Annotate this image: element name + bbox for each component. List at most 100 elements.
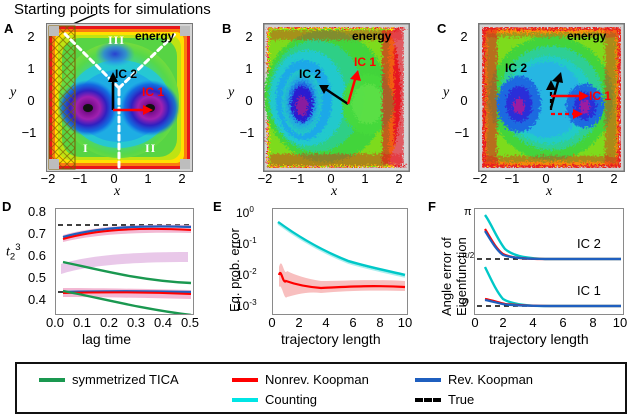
panel-d-xtick-03: 0.3	[126, 315, 146, 330]
panel-c-xtick-2: 2	[610, 171, 618, 186]
panel-d-ylabel-t: t	[6, 244, 10, 260]
panel-a-xtick-1: 1	[144, 171, 152, 186]
panel-a-ylabel: y	[10, 85, 17, 100]
panel-a-ic1-arrow	[113, 105, 153, 115]
panel-e-xtick-4: 4	[322, 315, 330, 330]
panel-b-xtick-neg1: −1	[289, 171, 305, 186]
panel-c-ytick-neg1: −1	[454, 125, 470, 140]
panel-b-xlabel: x	[331, 184, 338, 199]
panel-c-xtick-neg2: −2	[472, 171, 488, 186]
panel-e-ytick-0-exp: 0	[249, 205, 254, 214]
legend-entry-counting: Counting	[232, 393, 317, 406]
legend-entry-rev-koopman: Rev. Koopman	[415, 373, 533, 386]
panel-e-xtick-10: 10	[397, 315, 413, 330]
panel-d-ytick-07: 0.7	[27, 226, 47, 241]
panel-c-ytick-2: 2	[460, 29, 468, 44]
panel-d-symmetrized-tica-t2	[62, 260, 192, 285]
panel-c-ylabel: y	[443, 85, 450, 100]
panel-letter-c: C	[437, 21, 447, 36]
panel-c-energy-label: energy	[567, 29, 607, 43]
panel-f-xtick-2: 2	[499, 315, 507, 330]
panel-e-ytick-3: 10-3	[236, 298, 257, 313]
panel-e-nonrev-band	[279, 263, 405, 298]
panel-d-ylabel: t23	[6, 243, 20, 262]
panel-b-ic2-arrow	[319, 85, 349, 105]
panel-a-ytick-0: 0	[27, 93, 35, 108]
panel-letter-a: A	[4, 21, 14, 36]
panel-c-ic1-arrow-solid	[551, 91, 589, 101]
panel-c-plot: energy IC 2 IC 1	[478, 23, 625, 172]
panel-a-ytick-neg1: −1	[21, 125, 37, 140]
panel-d-xtick-05: 0.5	[180, 315, 200, 330]
panel-d-symmetrized-tica-t3	[62, 289, 192, 314]
panel-f-ic1-label: IC 1	[577, 283, 601, 298]
legend-swatch-true	[415, 397, 441, 402]
panel-a-xlabel: x	[114, 184, 121, 199]
panel-a-ic2-label: IC 2	[115, 67, 138, 81]
panel-a-well-ii-label: II	[145, 141, 157, 155]
panel-f-ytick-pi: π	[464, 206, 472, 218]
panel-d-xtick-00: 0.0	[45, 315, 65, 330]
panel-b-ic1-label: IC 1	[354, 55, 377, 69]
panel-c-xtick-neg1: −1	[504, 171, 520, 186]
panel-d-rev-koopman-t2	[62, 225, 192, 239]
panel-e-nonrev-koopman-line	[277, 272, 406, 290]
figure-legend: symmetrized TICA Nonrev. Koopman Rev. Ko…	[15, 362, 627, 414]
panel-e-xtick-2: 2	[295, 315, 303, 330]
panel-b-ytick-neg1: −1	[239, 125, 255, 140]
panel-e-ytick-1-exp: -1	[249, 236, 257, 245]
panel-e-ytick-1: 10-1	[236, 236, 257, 250]
panel-f-rev-koopman-ic2	[484, 230, 621, 261]
panel-b-xtick-1: 1	[361, 171, 369, 186]
panel-e-counting-line	[277, 220, 406, 277]
panel-f-xtick-6: 6	[559, 315, 567, 330]
panel-f-ytick-halfpi: π/2	[462, 251, 475, 260]
legend-label-true: True	[448, 392, 475, 407]
panel-letter-f: F	[428, 199, 436, 214]
figure-suptitle: Starting points for simulations	[14, 1, 211, 18]
panel-d-ylabel-sub: 2	[9, 251, 16, 263]
panel-d-ytick-06: 0.6	[27, 248, 47, 263]
legend-label-counting: Counting	[265, 392, 318, 407]
panel-d-plot	[55, 208, 194, 315]
panel-a-energy-contour	[47, 24, 192, 171]
panel-letter-b: B	[222, 21, 232, 36]
panel-b-sampling-histogram	[264, 24, 409, 171]
panel-f-ic2-label: IC 2	[577, 236, 601, 251]
panel-b-ic2-label: IC 2	[299, 67, 322, 81]
panel-letter-d: D	[2, 199, 12, 214]
panel-b-xtick-0: 0	[327, 171, 335, 186]
panel-a-well-iii-label: III	[108, 33, 126, 47]
panel-c-xtick-0: 0	[542, 171, 550, 186]
panel-e-plot	[272, 208, 408, 315]
panel-f-xtick-10: 10	[612, 315, 628, 330]
panel-a-xtick-neg1: −1	[72, 171, 88, 186]
legend-label-rev-koopman: Rev. Koopman	[448, 372, 534, 387]
panel-f-rev-koopman-ic1	[484, 298, 621, 308]
panel-b-ic1-arrow	[346, 70, 361, 105]
panel-e-ytick-0-mant: 10	[236, 206, 250, 220]
panel-f-plot: IC 2 IC 1	[474, 208, 624, 315]
panel-b-ytick-0: 0	[245, 93, 253, 108]
panel-a-plot: energy IC 2 IC 1 I II III	[46, 23, 193, 172]
legend-swatch-nonrev-koopman	[232, 377, 258, 382]
panel-c-ytick-1: 1	[460, 61, 468, 76]
panel-e-ytick-3-exp: -3	[249, 298, 257, 307]
legend-label-nonrev-koopman: Nonrev. Koopman	[265, 372, 369, 387]
panel-d-lines	[58, 224, 192, 314]
panel-c-ytick-0: 0	[460, 93, 468, 108]
panel-e-xlabel: trajectory length	[281, 331, 381, 347]
panel-e-ytick-3-mant: 10	[236, 299, 250, 313]
panel-c-ic1-dashed-head-icon	[573, 109, 583, 119]
legend-entry-symmetrized-tica: symmetrized TICA	[39, 373, 179, 386]
legend-entry-true: True	[415, 393, 474, 406]
panel-b-ytick-2: 2	[245, 29, 253, 44]
panel-d-nonrev-koopman-t2	[62, 227, 192, 240]
panel-d-xtick-01: 0.1	[72, 315, 92, 330]
panel-d-ylabel-sup: 3	[15, 242, 21, 253]
panel-d-xtick-04: 0.4	[153, 315, 173, 330]
panel-b-xtick-2: 2	[395, 171, 403, 186]
panel-c-sampling-histogram	[479, 24, 624, 171]
panel-f-xlabel: trajectory length	[489, 331, 589, 347]
